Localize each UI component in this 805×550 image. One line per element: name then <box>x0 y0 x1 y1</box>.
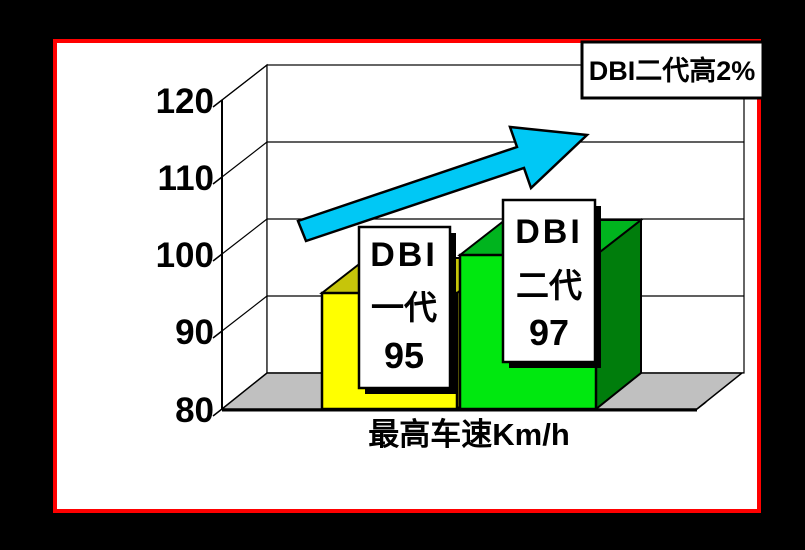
annotation-box <box>580 40 765 100</box>
y-axis-tick-120 <box>212 99 223 108</box>
depth-line-120 <box>221 64 268 101</box>
y-tick-label-100: 100 <box>156 236 214 275</box>
y-tick-label-110: 110 <box>158 159 214 198</box>
annotation-text: DBI二代高2% <box>589 55 756 86</box>
callout-value: 95 <box>384 335 424 376</box>
annotation-callout: DBI二代高2% <box>580 40 765 100</box>
depth-line-110 <box>221 141 268 178</box>
callout-box <box>501 198 597 364</box>
y-tick-label-80: 80 <box>175 391 214 430</box>
callout-line1: DBI <box>370 236 438 274</box>
x-axis-tick-right <box>696 401 707 410</box>
callout-box <box>357 225 452 390</box>
callout-value: 97 <box>529 312 569 353</box>
y-axis-tick-110 <box>212 176 223 185</box>
callout-line1: DBI <box>515 213 583 251</box>
bar-dbi-gen1-callout: DBI 一代 95 <box>357 225 456 394</box>
growth-arrow-icon <box>296 125 590 243</box>
bar-dbi-gen2-callout: DBI 二代 97 <box>501 198 601 368</box>
y-axis-tick-80 <box>212 408 223 417</box>
depth-line-90 <box>221 295 268 332</box>
x-axis-title: 最高车速Km/h <box>368 417 570 452</box>
y-tick-label-90: 90 <box>175 313 214 352</box>
callout-line2: 二代 <box>516 267 582 304</box>
y-axis-tick-100 <box>212 253 223 262</box>
y-axis-tick-90 <box>212 330 223 339</box>
callout-line2: 一代 <box>371 289 437 326</box>
y-tick-label-120: 120 <box>156 82 214 121</box>
depth-line-100 <box>221 218 268 255</box>
